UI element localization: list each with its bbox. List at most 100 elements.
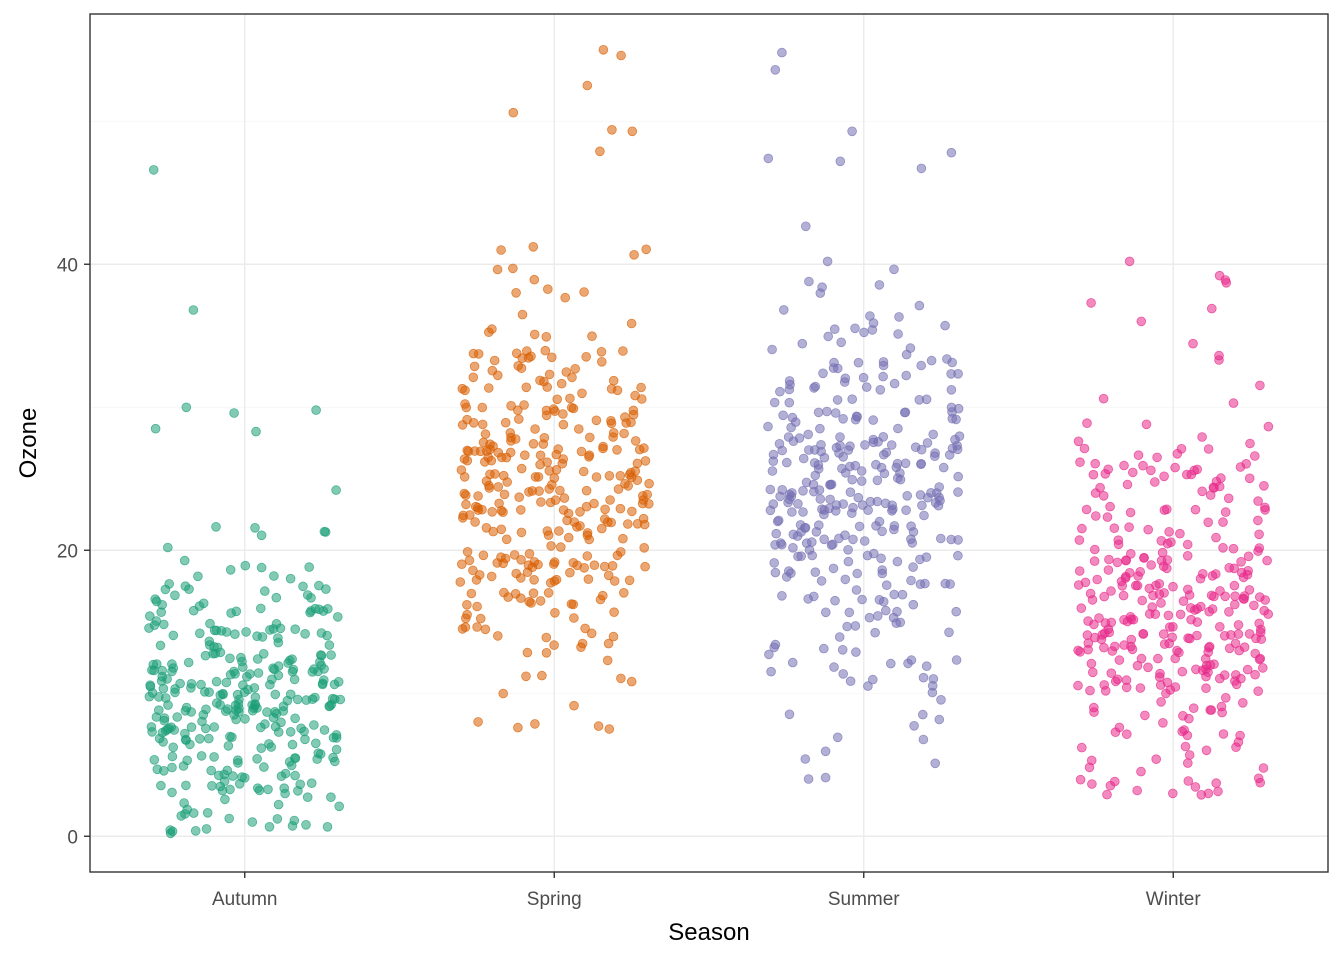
- point-summer: [953, 368, 963, 379]
- point-winter: [1230, 599, 1240, 610]
- point-autumn: [256, 530, 267, 541]
- point-winter: [1079, 443, 1090, 454]
- point-spring: [473, 349, 484, 359]
- point-winter: [1074, 535, 1085, 545]
- point-autumn: [240, 714, 250, 724]
- point-autumn: [145, 681, 156, 692]
- point-summer: [863, 505, 873, 516]
- point-winter: [1124, 522, 1134, 532]
- point-autumn: [278, 706, 289, 716]
- point-summer: [917, 500, 927, 511]
- point-spring: [492, 631, 503, 641]
- point-spring: [517, 309, 528, 320]
- point-summer: [885, 658, 896, 669]
- point-winter: [1094, 613, 1104, 623]
- point-autumn: [220, 794, 230, 805]
- point-winter: [1141, 419, 1152, 430]
- point-spring: [563, 532, 574, 543]
- point-spring: [618, 587, 629, 598]
- point-summer: [816, 439, 826, 450]
- point-spring: [500, 417, 511, 428]
- point-spring: [535, 459, 545, 470]
- point-winter: [1203, 444, 1214, 454]
- point-summer: [777, 445, 787, 456]
- point-autumn: [200, 650, 211, 661]
- point-autumn: [316, 628, 327, 638]
- point-winter: [1242, 569, 1253, 580]
- point-spring: [478, 550, 489, 561]
- point-spring: [483, 383, 494, 393]
- point-autumn: [157, 665, 168, 676]
- point-spring: [608, 427, 619, 438]
- point-summer: [944, 627, 954, 638]
- point-summer: [897, 589, 908, 600]
- point-summer: [886, 440, 897, 450]
- point-spring: [560, 292, 570, 303]
- point-spring: [618, 346, 628, 356]
- point-winter: [1203, 788, 1214, 799]
- point-spring: [603, 570, 614, 581]
- point-summer: [767, 466, 778, 476]
- point-winter: [1154, 672, 1165, 682]
- point-spring: [565, 393, 575, 404]
- point-spring: [457, 512, 468, 523]
- point-summer: [928, 429, 938, 440]
- point-summer: [820, 772, 831, 783]
- point-summer: [921, 552, 932, 562]
- point-summer: [918, 672, 929, 683]
- point-winter: [1104, 554, 1114, 565]
- point-spring: [602, 655, 613, 666]
- point-summer: [874, 280, 885, 290]
- point-summer: [946, 384, 957, 395]
- point-summer: [952, 440, 962, 451]
- point-winter: [1221, 692, 1231, 703]
- point-spring: [628, 409, 639, 420]
- point-spring: [550, 406, 560, 417]
- point-autumn: [324, 640, 335, 650]
- point-winter: [1089, 702, 1099, 713]
- point-spring: [514, 492, 524, 503]
- point-summer: [867, 325, 878, 335]
- point-winter: [1091, 511, 1101, 521]
- point-autumn: [186, 682, 196, 693]
- point-summer: [834, 448, 844, 458]
- point-winter: [1263, 609, 1273, 619]
- point-winter: [1133, 571, 1143, 581]
- point-summer: [808, 591, 819, 602]
- point-summer: [810, 381, 821, 392]
- point-winter: [1090, 458, 1100, 469]
- point-spring: [550, 607, 560, 618]
- point-winter: [1236, 556, 1246, 567]
- point-spring: [604, 470, 615, 481]
- point-winter: [1124, 256, 1135, 267]
- point-summer: [889, 589, 899, 600]
- point-summer: [874, 594, 885, 605]
- point-winter: [1136, 316, 1147, 327]
- point-summer: [905, 343, 916, 353]
- point-summer: [850, 621, 861, 631]
- point-summer: [829, 357, 839, 368]
- point-autumn: [188, 605, 199, 616]
- point-winter: [1082, 418, 1092, 429]
- point-spring: [499, 489, 510, 500]
- point-spring: [468, 372, 479, 383]
- point-winter: [1206, 705, 1217, 715]
- point-autumn: [283, 658, 293, 668]
- point-winter: [1146, 465, 1156, 476]
- point-spring: [496, 452, 507, 463]
- point-summer: [889, 524, 899, 535]
- point-summer: [771, 528, 781, 539]
- point-autumn: [161, 693, 171, 703]
- point-autumn: [222, 704, 233, 714]
- point-autumn: [149, 754, 160, 765]
- point-winter: [1185, 633, 1195, 644]
- point-autumn: [159, 765, 169, 776]
- point-spring: [582, 551, 593, 561]
- point-spring: [622, 519, 633, 529]
- point-summer: [777, 484, 787, 495]
- point-summer: [846, 508, 857, 519]
- point-autumn: [285, 726, 296, 737]
- point-summer: [868, 437, 879, 448]
- point-spring: [578, 466, 589, 477]
- point-winter: [1223, 493, 1234, 504]
